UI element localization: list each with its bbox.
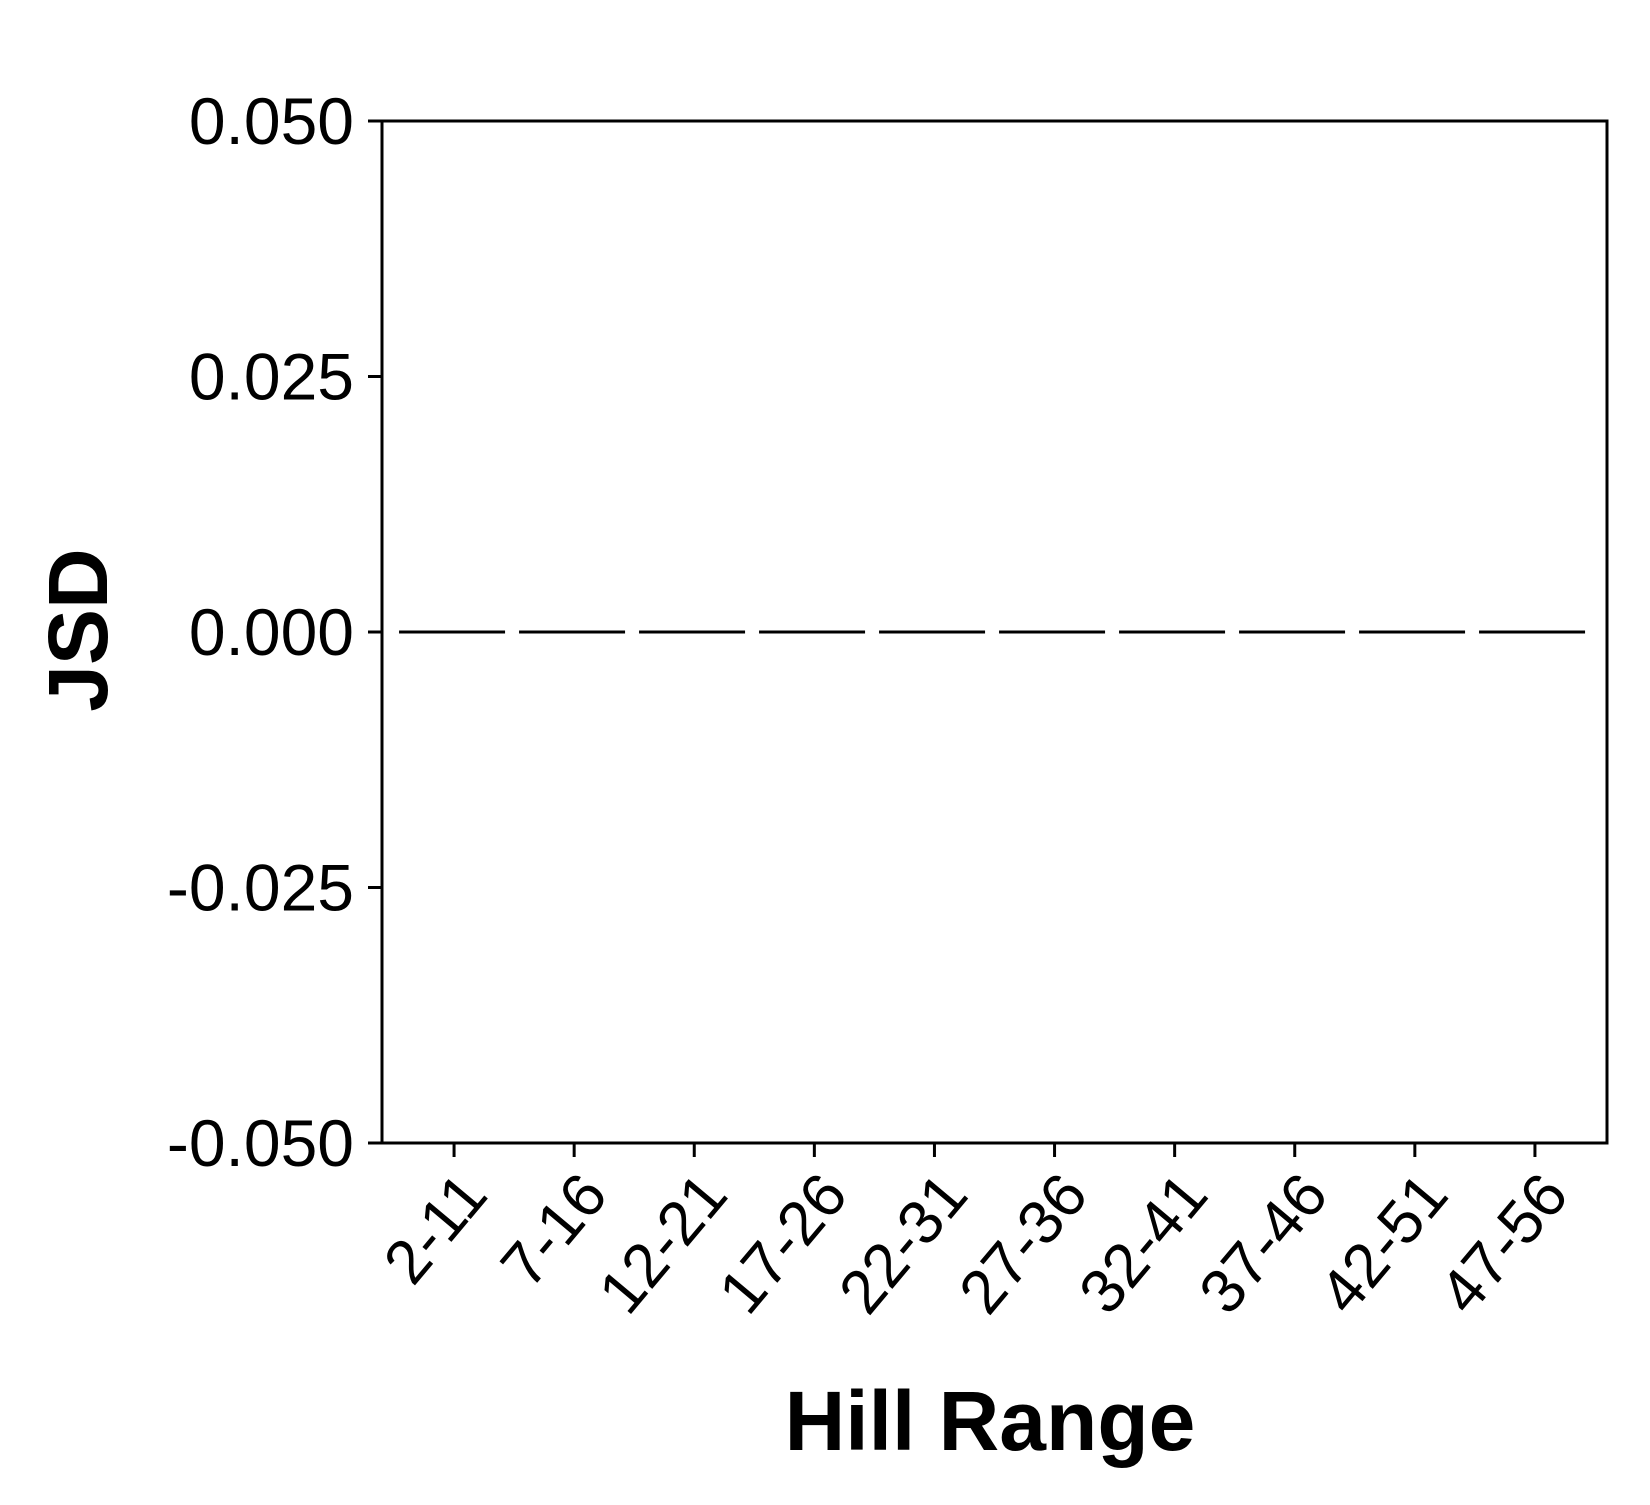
y-axis-title: JSD xyxy=(31,548,125,711)
y-tick-label: 0.050 xyxy=(189,84,354,158)
x-axis-title: Hill Range xyxy=(785,1374,1196,1468)
y-tick-label: -0.050 xyxy=(167,1106,354,1180)
y-tick-label: 0.000 xyxy=(189,595,354,669)
y-tick-label: 0.025 xyxy=(189,340,354,414)
y-tick-label: -0.025 xyxy=(167,851,354,925)
